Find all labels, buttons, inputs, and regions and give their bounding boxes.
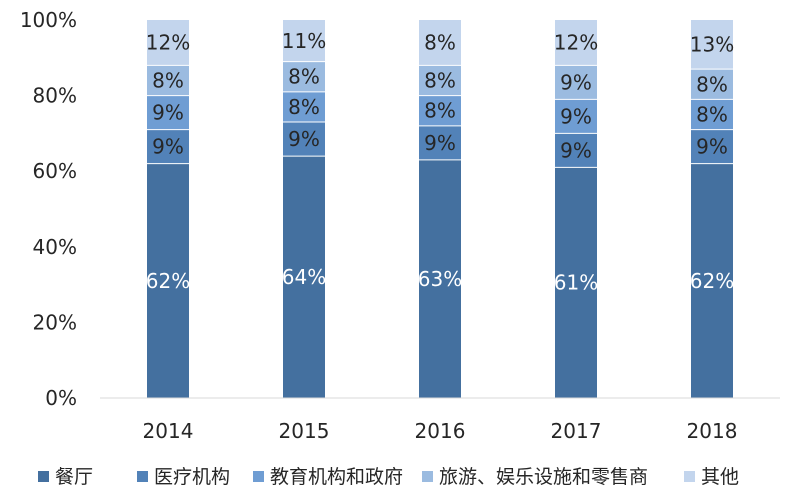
bar-segment bbox=[419, 65, 461, 96]
data-label: 9% bbox=[152, 135, 184, 159]
data-label: 8% bbox=[288, 65, 320, 89]
legend-swatch bbox=[38, 471, 49, 482]
bar-segment bbox=[147, 65, 189, 96]
bar-segment bbox=[147, 163, 189, 398]
y-tick-label: 0% bbox=[45, 386, 77, 410]
legend-label: 旅游、娱乐设施和零售商 bbox=[439, 466, 648, 488]
legend-label: 其他 bbox=[701, 466, 739, 488]
data-label: 8% bbox=[696, 103, 728, 127]
legend-swatch bbox=[253, 471, 264, 482]
y-tick-label: 40% bbox=[33, 235, 77, 259]
bar-segment bbox=[147, 95, 189, 130]
x-tick-label: 2017 bbox=[551, 419, 602, 443]
bar-segment bbox=[691, 99, 733, 130]
bar-segment bbox=[691, 20, 733, 70]
data-label: 9% bbox=[560, 138, 592, 162]
legend: 餐厅 医疗机构 教育机构和政府 旅游、娱乐设施和零售商 其他 bbox=[38, 466, 739, 488]
legend-swatch bbox=[422, 471, 433, 482]
bar-segment bbox=[419, 20, 461, 66]
y-tick-label: 80% bbox=[33, 84, 77, 108]
bar-segment bbox=[283, 20, 325, 62]
bar-segment bbox=[555, 20, 597, 66]
bar-segment bbox=[147, 129, 189, 164]
data-label: 9% bbox=[424, 131, 456, 155]
x-tick-label: 2016 bbox=[415, 419, 466, 443]
y-tick-label: 60% bbox=[33, 159, 77, 183]
bar-segment bbox=[419, 125, 461, 160]
data-label: 61% bbox=[554, 271, 598, 295]
bar-segment bbox=[283, 122, 325, 157]
bar-segment bbox=[691, 129, 733, 164]
data-label: 13% bbox=[690, 33, 734, 57]
bar-segment bbox=[555, 133, 597, 168]
legend-label: 医疗机构 bbox=[154, 466, 230, 488]
data-label: 64% bbox=[282, 265, 326, 289]
legend-swatch bbox=[684, 471, 695, 482]
bar-stacks: 62% 9% 9% 8% 12% 64% 9% 8% 8% 11% 63% 9% 8% 8% 8% 61% 9%… bbox=[146, 20, 734, 398]
legend-label: 餐厅 bbox=[55, 466, 93, 488]
bar-segment bbox=[419, 159, 461, 398]
data-label: 8% bbox=[696, 72, 728, 96]
x-tick-label: 2014 bbox=[143, 419, 194, 443]
bar-segment bbox=[283, 156, 325, 398]
y-tick-label: 20% bbox=[33, 310, 77, 334]
legend-swatch bbox=[137, 471, 148, 482]
y-tick-label: 100% bbox=[20, 8, 77, 32]
data-label: 9% bbox=[152, 101, 184, 125]
bar-segment bbox=[555, 99, 597, 134]
y-axis-ticks: 0% 20% 40% 60% 80% 100% bbox=[20, 8, 77, 410]
data-label: 9% bbox=[560, 104, 592, 128]
data-label: 8% bbox=[424, 31, 456, 55]
legend-label: 教育机构和政府 bbox=[270, 466, 403, 488]
x-axis-ticks: 2014 2015 2016 2017 2018 bbox=[143, 419, 738, 443]
data-label: 8% bbox=[424, 68, 456, 92]
data-label: 8% bbox=[424, 99, 456, 123]
data-label: 63% bbox=[418, 267, 462, 291]
bar-segment bbox=[555, 167, 597, 398]
data-label: 11% bbox=[282, 29, 326, 53]
bar-segment bbox=[283, 61, 325, 92]
bar-segment bbox=[419, 95, 461, 126]
x-tick-label: 2015 bbox=[279, 419, 330, 443]
data-label: 12% bbox=[146, 31, 190, 55]
bar-segment bbox=[147, 20, 189, 66]
data-label: 8% bbox=[152, 68, 184, 92]
data-label: 9% bbox=[696, 135, 728, 159]
bar-segment bbox=[691, 163, 733, 398]
data-label: 12% bbox=[554, 31, 598, 55]
x-tick-label: 2018 bbox=[687, 419, 738, 443]
data-label: 62% bbox=[146, 269, 190, 293]
data-label: 8% bbox=[288, 95, 320, 119]
data-label: 9% bbox=[288, 127, 320, 151]
bar-segment bbox=[691, 69, 733, 100]
bar-segment bbox=[555, 65, 597, 100]
data-label: 9% bbox=[560, 70, 592, 94]
data-label: 62% bbox=[690, 269, 734, 293]
bar-segment bbox=[283, 91, 325, 123]
